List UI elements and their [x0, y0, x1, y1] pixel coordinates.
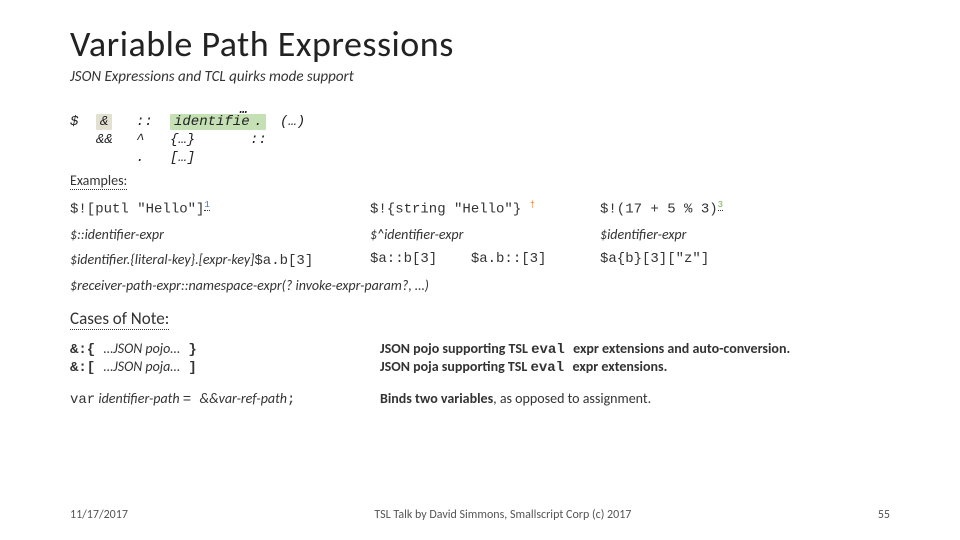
receiver-path-line: $receiver-path-expr::namespace-expr(? in… — [70, 277, 890, 294]
ex-r2c3: $identifier-expr — [600, 226, 800, 243]
syn-r1c2: & — [96, 114, 136, 130]
cases-r1-right: JSON pojo supporting TSL eval expr exten… — [380, 340, 890, 376]
ellipsis-marker: … — [240, 102, 248, 117]
cases-heading: Cases of Note: — [70, 308, 169, 330]
ex-r1c3: $!(17 + 5 % 3)3 — [600, 200, 800, 218]
ex-r1c1: $![putl "Hello"]1 — [70, 200, 370, 218]
syn-r1c1: $ — [70, 114, 96, 130]
syn-r3c4: […] — [170, 150, 250, 166]
footer-attribution: TSL Talk by David Simmons, Smallscript C… — [128, 508, 878, 522]
ex-r3c3: $a{b}[3]["z"] — [600, 251, 800, 269]
ex-r2c2: $^identifier-expr — [370, 226, 600, 243]
ex-r3c1: $identifier.{literal-key}.[expr-key]$a.b… — [70, 251, 370, 269]
syn-r3c3: . — [136, 150, 170, 166]
syn-r2c4: {…} — [170, 132, 250, 148]
cases-grid: &:{ …JSON pojo… } &:[ …JSON poja… ] JSON… — [70, 340, 890, 408]
ex-r3c2: $a::b[3] $a.b::[3] — [370, 251, 600, 269]
syn-r2c3: ^ — [136, 132, 170, 148]
slide-footer: 11/17/2017 TSL Talk by David Simmons, Sm… — [70, 508, 890, 522]
ex-r2c1: $::identifier-expr — [70, 226, 370, 243]
examples-grid: $![putl "Hello"]1 $!{string "Hello"} † $… — [70, 200, 890, 269]
syn-r1c4: identifier — [170, 114, 250, 130]
slide-subtitle: JSON Expressions and TCL quirks mode sup… — [70, 68, 890, 86]
footer-page: 55 — [878, 508, 890, 522]
cases-r2-left: var identifier-path = &&var-ref-path; — [70, 390, 380, 408]
syn-r2c2: && — [96, 132, 136, 148]
footer-date: 11/17/2017 — [70, 508, 128, 522]
syn-r1c6: (…) — [280, 114, 330, 130]
syn-r2c5: :: — [250, 132, 280, 148]
syntax-grid: … $ & :: identifier . (…) && ^ {…} :: . … — [70, 114, 890, 166]
cases-r1-left: &:{ …JSON pojo… } &:[ …JSON poja… ] — [70, 340, 380, 376]
slide-title: Variable Path Expressions — [70, 22, 890, 66]
footnote-3: 3 — [718, 200, 723, 211]
footnote-1: 1 — [204, 200, 209, 211]
examples-heading: Examples: — [70, 172, 127, 190]
syn-r1c3: :: — [136, 114, 170, 130]
syn-r1c5: . — [250, 114, 280, 130]
ex-r1c2: $!{string "Hello"} † — [370, 200, 600, 218]
cases-r2-right: Binds two variables, as opposed to assig… — [380, 390, 890, 408]
dagger-mark: † — [530, 200, 535, 210]
